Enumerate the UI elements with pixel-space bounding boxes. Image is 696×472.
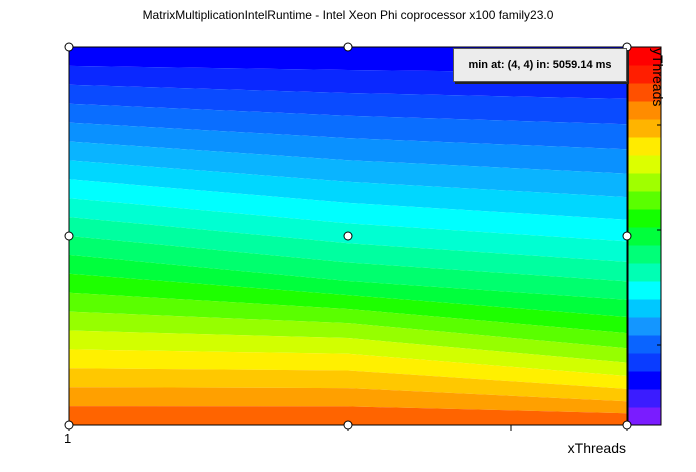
min-info-box: min at: (4, 4) in: 5059.14 ms bbox=[453, 48, 627, 82]
colorbar-segment bbox=[628, 371, 661, 390]
sample-marker bbox=[64, 420, 74, 430]
color-scale-bar bbox=[627, 46, 662, 426]
contour-band bbox=[69, 349, 627, 389]
colorbar-segment bbox=[628, 65, 661, 84]
contour-band bbox=[69, 141, 627, 198]
x-axis-label: xThreads bbox=[567, 440, 626, 456]
colorbar-segment bbox=[628, 281, 661, 300]
contour-band bbox=[69, 330, 627, 377]
sample-marker bbox=[343, 231, 353, 241]
contour-band bbox=[69, 84, 627, 125]
contour-band bbox=[69, 254, 627, 317]
contour-band bbox=[69, 273, 627, 334]
y-axis-label: yThreads bbox=[650, 48, 666, 107]
colorbar-segment bbox=[628, 47, 661, 66]
colorbar-segment bbox=[628, 353, 661, 372]
sample-marker bbox=[622, 231, 632, 241]
contour-band bbox=[69, 368, 627, 402]
contour-band bbox=[69, 198, 627, 262]
contour-band bbox=[69, 236, 627, 300]
contour-band bbox=[69, 122, 627, 174]
colorbar-segment bbox=[628, 191, 661, 210]
x-tick-label: 1 bbox=[64, 431, 72, 446]
colorbar-segment bbox=[628, 263, 661, 282]
sample-markers bbox=[64, 42, 632, 430]
contour-band bbox=[69, 103, 627, 150]
colorbar-segment bbox=[628, 407, 661, 426]
contour-band bbox=[69, 160, 627, 220]
contour-bands bbox=[69, 47, 627, 425]
colorbar-segment bbox=[628, 335, 661, 354]
colorbar-segment bbox=[628, 299, 661, 318]
colorbar-segment bbox=[628, 137, 661, 156]
chart-title: MatrixMultiplicationIntelRuntime - Intel… bbox=[142, 8, 554, 22]
colorbar-segment bbox=[628, 83, 661, 102]
colorbar-segment bbox=[628, 227, 661, 246]
contour-band bbox=[69, 217, 627, 282]
contour-band bbox=[69, 387, 627, 414]
sample-marker bbox=[64, 231, 74, 241]
colorbar-segment bbox=[628, 173, 661, 192]
colorbar-segment bbox=[628, 209, 661, 228]
contour-band bbox=[69, 179, 627, 242]
sample-marker bbox=[343, 420, 353, 430]
colorbar-segment bbox=[628, 245, 661, 264]
sample-marker bbox=[622, 420, 632, 430]
contour-band bbox=[69, 406, 627, 425]
colorbar-segment bbox=[628, 155, 661, 174]
colorbar-segment bbox=[628, 119, 661, 138]
colorbar-segment bbox=[628, 317, 661, 336]
sample-marker bbox=[64, 42, 74, 52]
sample-marker bbox=[343, 42, 353, 52]
contour-band bbox=[69, 292, 627, 349]
colorbar-segment bbox=[628, 389, 661, 408]
contour-band bbox=[69, 311, 627, 363]
colorbar-segment bbox=[628, 101, 661, 120]
